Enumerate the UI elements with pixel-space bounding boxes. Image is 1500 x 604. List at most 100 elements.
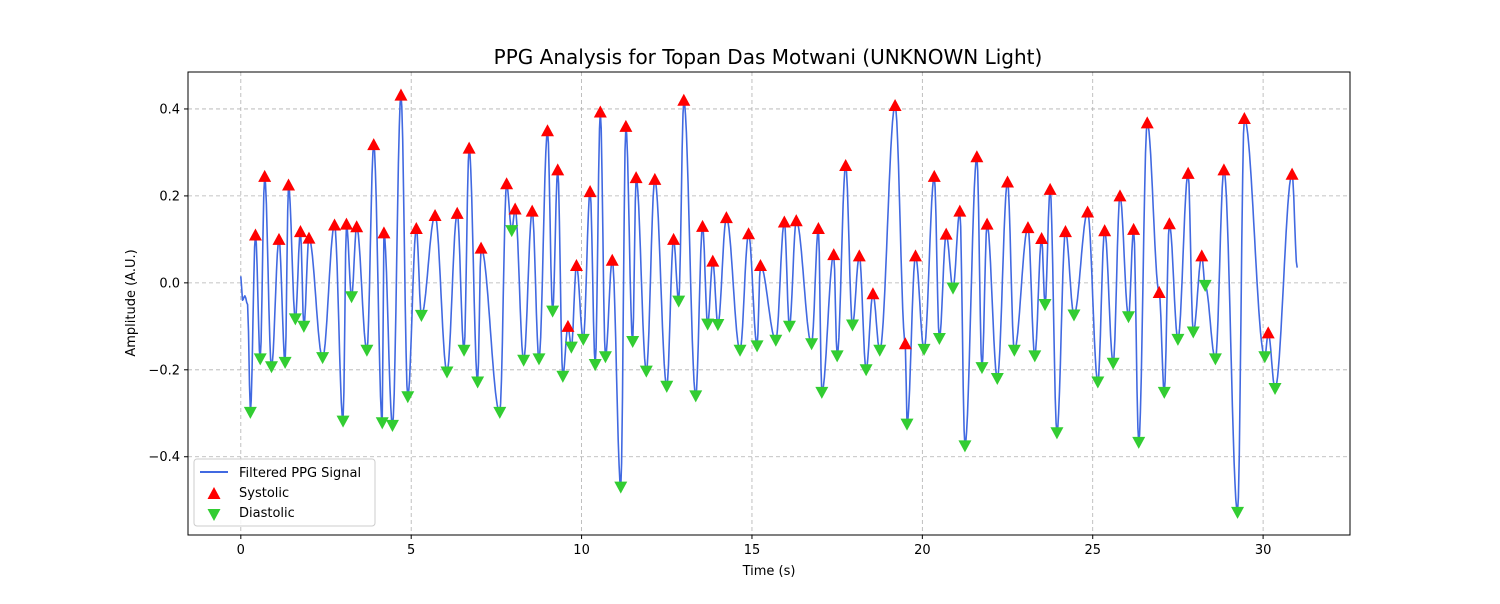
systolic-marker xyxy=(927,169,941,182)
systolic-marker xyxy=(541,124,555,137)
diastolic-marker xyxy=(917,343,931,356)
diastolic-marker xyxy=(1186,326,1200,339)
diastolic-marker xyxy=(471,376,485,389)
diastolic-marker xyxy=(946,282,960,295)
systolic-marker xyxy=(474,241,488,254)
diastolic-marker xyxy=(1091,376,1105,389)
diastolic-marker xyxy=(782,320,796,333)
legend-systolic-swatch xyxy=(207,487,221,499)
diastolic-marker xyxy=(1231,506,1245,519)
diastolic-marker xyxy=(614,481,628,494)
x-tick-label: 15 xyxy=(744,543,761,558)
systolic-marker xyxy=(629,171,643,184)
systolic-marker xyxy=(1127,222,1141,235)
diastolic-marker xyxy=(859,364,873,377)
diastolic-marker xyxy=(1157,386,1171,399)
systolic-marker xyxy=(898,337,912,350)
systolic-marker xyxy=(409,222,423,235)
diastolic-marker xyxy=(1038,299,1052,312)
systolic-marker xyxy=(367,138,381,151)
diastolic-marker xyxy=(532,353,546,366)
diastolic-marker xyxy=(1208,353,1222,366)
y-tick-label: −0.2 xyxy=(148,363,180,378)
diastolic-marker xyxy=(900,418,914,431)
diastolic-marker xyxy=(626,336,640,349)
systolic-marker xyxy=(1181,166,1195,179)
systolic-marker xyxy=(500,177,514,190)
systolic-marker xyxy=(282,178,296,191)
systolic-marker xyxy=(293,225,307,238)
diastolic-marker xyxy=(345,291,359,304)
systolic-marker xyxy=(525,204,539,217)
systolic-marker xyxy=(677,93,691,106)
diastolic-marker xyxy=(1132,436,1146,449)
diastolic-marker xyxy=(564,341,578,354)
diastolic-marker xyxy=(598,351,612,364)
diastolic-marker xyxy=(243,406,257,419)
diastolic-marker xyxy=(845,319,859,332)
systolic-marker xyxy=(811,222,825,235)
systolic-marker xyxy=(551,163,565,176)
diastolic-marker xyxy=(711,319,725,332)
systolic-marker xyxy=(450,206,464,219)
systolic-marker xyxy=(939,227,953,240)
x-tick-label: 5 xyxy=(407,543,415,558)
systolic-marker xyxy=(619,119,633,132)
legend-diastolic-swatch xyxy=(207,509,221,521)
x-tick-label: 0 xyxy=(237,543,245,558)
systolic-marker xyxy=(839,158,853,171)
diastolic-marker xyxy=(990,372,1004,385)
diastolic-marker xyxy=(440,366,454,379)
diastolic-marker xyxy=(360,344,374,357)
systolic-marker xyxy=(508,202,522,215)
systolic-marker xyxy=(789,214,803,227)
legend-signal-label: Filtered PPG Signal xyxy=(239,466,361,481)
systolic-marker xyxy=(1035,232,1049,245)
diastolic-marker xyxy=(556,370,570,383)
tick-layer: 0 5 10 15 20 25 30 −0.4 −0.2 0.0 0.2 0.4 xyxy=(148,102,1271,558)
systolic-marker xyxy=(1113,189,1127,202)
diastolic-marker xyxy=(576,333,590,346)
diastolic-marker xyxy=(805,338,819,351)
diastolic-marker xyxy=(1050,427,1064,440)
systolic-marker xyxy=(328,218,342,231)
diastolic-marker xyxy=(769,334,783,347)
data-layer xyxy=(240,88,1299,519)
diastolic-marker xyxy=(660,380,674,393)
diastolic-marker xyxy=(517,354,531,367)
systolic-marker xyxy=(1058,225,1072,238)
systolic-marker xyxy=(753,258,767,271)
diastolic-marker xyxy=(1198,279,1212,292)
diastolic-marker xyxy=(1171,333,1185,346)
diastolic-marker xyxy=(701,318,715,331)
diastolic-marker xyxy=(375,417,389,430)
chart-title: PPG Analysis for Topan Das Motwani (UNKN… xyxy=(494,45,1043,69)
diastolic-marker xyxy=(316,352,330,365)
diastolic-marker xyxy=(253,353,267,366)
systolic-marker xyxy=(1217,163,1231,176)
legend-diastolic-label: Diastolic xyxy=(239,506,295,521)
systolic-marker xyxy=(428,208,442,221)
systolic-marker xyxy=(1140,116,1154,129)
legend-box xyxy=(193,458,376,527)
diastolic-marker xyxy=(750,340,764,353)
diastolic-marker xyxy=(975,362,989,375)
systolic-marker xyxy=(394,88,408,101)
diastolic-marker xyxy=(639,365,653,378)
diastolic-marker xyxy=(815,386,829,399)
y-tick-label: 0.4 xyxy=(159,102,180,117)
diastolic-marker xyxy=(1067,309,1081,322)
systolic-marker xyxy=(377,226,391,239)
systolic-marker xyxy=(852,249,866,262)
plot-frame xyxy=(187,71,1351,536)
diastolic-marker xyxy=(689,390,703,403)
diastolic-marker xyxy=(385,419,399,432)
diastolic-marker xyxy=(830,350,844,363)
systolic-marker xyxy=(909,249,923,262)
systolic-marker xyxy=(719,211,733,224)
systolic-marker xyxy=(272,232,286,245)
systolic-marker xyxy=(1098,224,1112,237)
systolic-marker xyxy=(648,172,662,185)
